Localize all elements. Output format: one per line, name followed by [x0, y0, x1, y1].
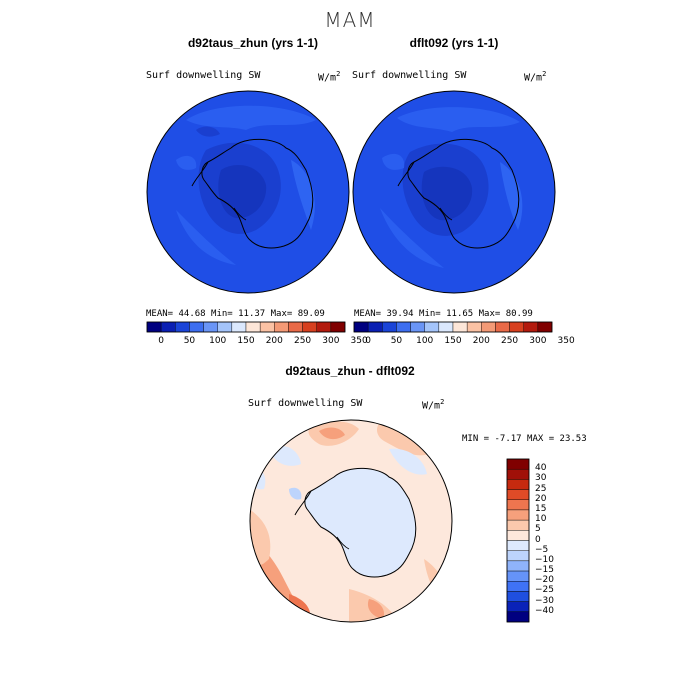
colorbar-cell [410, 321, 425, 333]
colorbar-cell [481, 321, 496, 333]
colorbar-tick: −20 [535, 575, 554, 586]
colorbar-cell [506, 550, 530, 562]
panel2-map [352, 90, 556, 294]
colorbar-tick: −25 [535, 585, 554, 596]
diff-stats: MIN = -7.17 MAX = 23.53 [462, 434, 587, 444]
panel2-colorbar-ticks: 0 50 100 150 200 250 300 350 [354, 336, 574, 348]
colorbar-tick: 150 [237, 336, 255, 346]
colorbar-cell [438, 321, 454, 333]
colorbar-tick: 250 [293, 336, 312, 346]
diff-units: W/m2 [422, 398, 445, 412]
colorbar-cell [288, 321, 303, 333]
panel1-title: d92taus_zhun (yrs 1-1) [187, 36, 319, 50]
colorbar-cell [396, 321, 411, 333]
panel1-colorbar [146, 321, 346, 333]
colorbar-tick: −10 [535, 554, 554, 565]
colorbar-cell [506, 570, 530, 582]
diff-title: d92taus_zhun - dflt092 [285, 364, 415, 378]
colorbar-tick: 0 [365, 336, 372, 346]
colorbar-cell [506, 458, 530, 470]
colorbar-cell [506, 519, 530, 531]
colorbar-cell [537, 321, 553, 333]
panel2-colorbar [353, 321, 553, 333]
colorbar-tick: 100 [209, 336, 227, 346]
colorbar-tick: 10 [535, 514, 547, 525]
colorbar-cell [146, 321, 162, 333]
diff-variable: Surf downwelling SW [248, 398, 363, 409]
colorbar-tick: 50 [183, 336, 196, 346]
colorbar-tick: 0 [535, 534, 541, 545]
colorbar-cell [217, 321, 233, 333]
panel1-units: W/m2 [318, 70, 341, 84]
colorbar-cell [509, 321, 524, 333]
colorbar-cell [203, 321, 218, 333]
colorbar-cell [506, 611, 530, 623]
panel2-units: W/m2 [524, 70, 547, 84]
colorbar-cell [523, 321, 539, 333]
colorbar-cell [353, 321, 369, 333]
colorbar-cell [189, 321, 204, 333]
panel1-variable: Surf downwelling SW [146, 70, 261, 81]
colorbar-cell [330, 321, 346, 333]
diff-colorbar-ticks: 40 30 25 20 15 10 5 0 −5 −10 −15 −20 −25… [535, 459, 575, 622]
panel2-variable: Surf downwelling SW [352, 70, 467, 81]
colorbar-tick: 300 [529, 336, 547, 346]
colorbar-cell [382, 321, 397, 333]
colorbar-cell [175, 321, 190, 333]
colorbar-cell [506, 489, 530, 500]
colorbar-cell [506, 581, 530, 592]
colorbar-cell [466, 321, 482, 333]
colorbar-cell [506, 591, 530, 602]
colorbar-cell [245, 321, 261, 333]
colorbar-tick: 25 [535, 483, 547, 494]
colorbar-tick: −40 [535, 605, 554, 616]
colorbar-tick: 15 [535, 503, 547, 514]
colorbar-tick: 350 [350, 336, 368, 346]
colorbar-tick: 40 [535, 463, 547, 474]
colorbar-cell [452, 321, 468, 333]
colorbar-tick: −30 [535, 595, 554, 606]
colorbar-cell [231, 321, 247, 333]
colorbar-tick: −5 [535, 544, 549, 555]
colorbar-tick: 150 [444, 336, 462, 346]
colorbar-cell [367, 321, 383, 333]
colorbar-tick: 100 [416, 336, 434, 346]
colorbar-tick: 20 [535, 493, 547, 504]
colorbar-cell [274, 321, 289, 333]
colorbar-tick: 30 [535, 473, 547, 484]
season-title: MAM [324, 8, 376, 32]
colorbar-tick: −15 [535, 565, 554, 576]
colorbar-cell [160, 321, 176, 333]
colorbar-tick: 250 [500, 336, 519, 346]
colorbar-tick: 50 [390, 336, 403, 346]
panel1-stats: MEAN= 44.68 Min= 11.37 Max= 89.09 [146, 309, 325, 319]
panel1-colorbar-ticks: 0 50 100 150 200 250 300 350 [147, 336, 367, 348]
colorbar-tick: 200 [265, 336, 283, 346]
panel2-title: dflt092 (yrs 1-1) [409, 36, 499, 50]
panel1-map [146, 90, 350, 294]
panel2-stats: MEAN= 39.94 Min= 11.65 Max= 80.99 [354, 309, 533, 319]
colorbar-cell [506, 601, 530, 613]
colorbar-tick: 350 [557, 336, 575, 346]
colorbar-cell [506, 530, 530, 541]
colorbar-tick: 200 [472, 336, 490, 346]
colorbar-cell [259, 321, 275, 333]
colorbar-cell [506, 560, 530, 572]
colorbar-cell [506, 540, 530, 551]
colorbar-cell [506, 509, 530, 521]
colorbar-cell [506, 479, 530, 490]
diff-map [249, 419, 453, 623]
colorbar-cell [506, 499, 530, 511]
colorbar-cell [316, 321, 332, 333]
colorbar-tick: 5 [535, 524, 541, 535]
colorbar-cell [506, 468, 530, 480]
diff-colorbar [506, 458, 530, 623]
colorbar-cell [495, 321, 510, 333]
colorbar-tick: 0 [158, 336, 165, 346]
colorbar-cell [424, 321, 440, 333]
colorbar-tick: 300 [322, 336, 340, 346]
colorbar-cell [302, 321, 317, 333]
